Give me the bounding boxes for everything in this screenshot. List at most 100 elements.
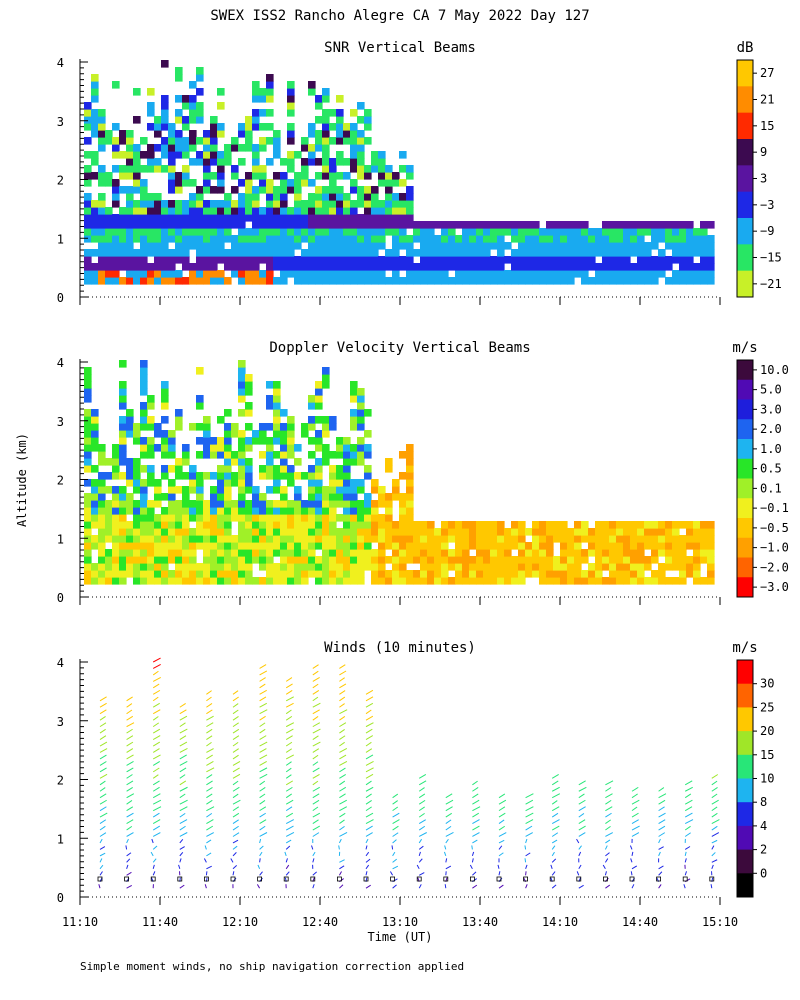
heatmap-cell — [616, 556, 624, 564]
heatmap-cell — [637, 270, 645, 278]
wind-barb — [285, 702, 294, 708]
heatmap-cell — [686, 249, 694, 257]
wind-barb — [285, 683, 293, 689]
heatmap-cell — [154, 221, 162, 229]
colorbar-swatch — [737, 478, 753, 499]
heatmap-cell — [126, 263, 134, 271]
heatmap-cell — [189, 116, 197, 124]
heatmap-cell — [315, 563, 323, 571]
heatmap-cell — [140, 423, 148, 431]
heatmap-cell — [455, 277, 463, 285]
colorbar-label: 8 — [760, 795, 767, 809]
heatmap-cell — [133, 535, 141, 543]
wind-barb — [578, 806, 586, 812]
wind-barb — [525, 825, 533, 831]
heatmap-cell — [210, 186, 218, 194]
heatmap-cell — [329, 521, 337, 529]
heatmap-cell — [399, 472, 407, 480]
heatmap-cell — [364, 549, 372, 557]
figure-title: SWEX ISS2 Rancho Alegre CA 7 May 2022 Da… — [210, 8, 589, 24]
heatmap-cell — [574, 263, 582, 271]
wind-barb — [684, 858, 687, 863]
heatmap-cell — [483, 528, 491, 536]
heatmap-cell — [140, 165, 148, 173]
heatmap-cell — [119, 542, 127, 550]
heatmap-cell — [350, 235, 358, 243]
wind-barb — [179, 767, 187, 773]
heatmap-cell — [469, 277, 477, 285]
heatmap-cell — [91, 430, 99, 438]
wind-barb — [126, 754, 134, 760]
heatmap-cell — [189, 549, 197, 557]
heatmap-cell — [532, 228, 540, 236]
heatmap-cell — [350, 137, 358, 145]
wind-barb — [232, 728, 240, 734]
heatmap-cell — [700, 270, 708, 278]
x-tick-label: 15:10 — [702, 915, 738, 929]
heatmap-cell — [329, 270, 337, 278]
heatmap-cell — [406, 535, 414, 543]
heatmap-cell — [707, 235, 715, 243]
wind-barb — [339, 806, 348, 812]
wind-barb — [205, 871, 208, 876]
heatmap-cell — [350, 458, 358, 466]
y-tick-label: 1 — [57, 232, 64, 246]
heatmap-cell — [238, 158, 246, 166]
heatmap-cell — [259, 507, 267, 515]
wind-barb — [312, 786, 320, 792]
wind-barb — [204, 884, 207, 889]
heatmap-cell — [343, 577, 351, 585]
heatmap-cell — [322, 549, 330, 557]
heatmap-cell — [84, 465, 92, 473]
wind-barb — [365, 793, 372, 799]
heatmap-cell — [266, 395, 274, 403]
heatmap-cell — [175, 486, 183, 494]
colorbar-label: −0.5 — [760, 521, 789, 535]
heatmap-cell — [441, 563, 449, 571]
heatmap-cell — [350, 493, 358, 501]
wind-barb — [551, 806, 560, 812]
wind-barb — [312, 696, 319, 702]
heatmap-cell — [329, 542, 337, 550]
heatmap-cell — [357, 416, 365, 424]
heatmap-cell — [294, 528, 302, 536]
heatmap-cell — [280, 514, 288, 522]
heatmap-cell — [133, 214, 141, 222]
heatmap-cell — [595, 528, 603, 536]
heatmap-cell — [448, 263, 456, 271]
heatmap-cell — [91, 214, 99, 222]
wind-barb — [445, 793, 453, 799]
heatmap-cell — [287, 130, 295, 138]
heatmap-cell — [693, 577, 701, 585]
heatmap-cell — [315, 577, 323, 585]
heatmap-cell — [371, 263, 379, 271]
heatmap-cell — [147, 437, 155, 445]
heatmap-cell — [511, 235, 519, 243]
heatmap-cell — [371, 186, 379, 194]
wind-barb — [604, 845, 608, 850]
heatmap-cell — [126, 465, 134, 473]
heatmap-cell — [126, 423, 134, 431]
heatmap-cell — [371, 165, 379, 173]
heatmap-cell — [483, 570, 491, 578]
heatmap-cell — [490, 542, 498, 550]
heatmap-cell — [707, 277, 715, 285]
heatmap-cell — [315, 388, 323, 396]
heatmap-cell — [175, 409, 183, 417]
heatmap-cell — [497, 249, 505, 257]
wind-barb — [418, 799, 426, 805]
heatmap-cell — [476, 521, 484, 529]
footnote: Simple moment winds, no ship navigation … — [80, 960, 464, 973]
winds-colorbar-unit: m/s — [732, 640, 757, 656]
heatmap-cell — [525, 221, 533, 229]
wind-barb — [338, 845, 340, 850]
heatmap-cell — [133, 570, 141, 578]
heatmap-cell — [245, 528, 253, 536]
heatmap-cell — [245, 263, 253, 271]
heatmap-cell — [665, 228, 673, 236]
heatmap-cell — [217, 123, 225, 131]
wind-barb — [126, 825, 133, 831]
heatmap-cell — [322, 423, 330, 431]
wind-barb — [285, 793, 292, 799]
colorbar-label: 4 — [760, 819, 767, 833]
